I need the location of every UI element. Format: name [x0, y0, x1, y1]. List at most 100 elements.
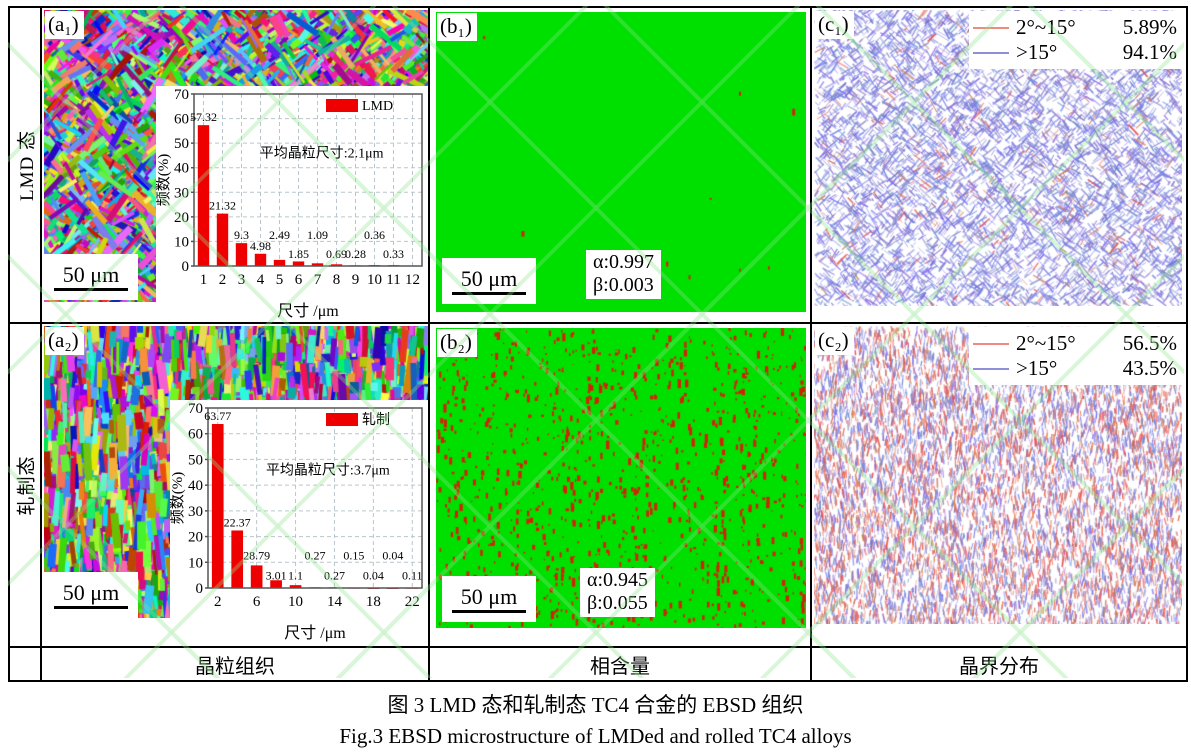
panel-b2: (b₂) 50 μm α:0.945 β:0.055 [430, 324, 812, 648]
beta-fraction-b2: β:0.055 [587, 592, 648, 614]
svg-text:1: 1 [200, 272, 208, 288]
svg-text:0.27: 0.27 [305, 549, 326, 563]
scalebar-a1: 50 μm [44, 254, 138, 300]
svg-text:8: 8 [333, 272, 341, 288]
alpha-fraction-b2: α:0.945 [587, 569, 649, 591]
panel-label-c2: (c₂) [815, 327, 854, 355]
low-angle-line-icon [973, 342, 1009, 345]
panel-label-c1: (c₁) [815, 11, 854, 39]
panel-label-c1-text: (c₁) [818, 12, 849, 36]
high-angle-line-icon [973, 51, 1009, 54]
panel-label-a1: (a₁) [45, 11, 84, 39]
svg-text:22: 22 [405, 594, 420, 610]
row-label-lmd: LMD 态 [16, 129, 38, 201]
boundary-legend-c2: 2°~15° 56.5% >15° 43.5% [969, 327, 1183, 385]
svg-text:14: 14 [327, 594, 343, 610]
scalebar-b1-line [452, 292, 526, 295]
panel-label-b1: (b₁) [437, 13, 477, 41]
svg-text:30: 30 [174, 185, 189, 201]
svg-text:10: 10 [367, 272, 382, 288]
svg-text:0.15: 0.15 [343, 549, 364, 563]
svg-text:0.69: 0.69 [326, 247, 347, 261]
svg-text:4.98: 4.98 [250, 239, 271, 253]
caption-en: Fig.3 EBSD microstructure of LMDed and r… [339, 724, 852, 748]
panel-a1: 57.32 21.32 9.3 4.98 2.49 1.85 1.09 0.69 0.28 0.3… [42, 8, 430, 324]
svg-text:0.11: 0.11 [402, 569, 423, 583]
svg-text:10: 10 [288, 594, 303, 610]
svg-text:1.85: 1.85 [288, 247, 309, 261]
svg-text:18: 18 [366, 594, 381, 610]
panel-label-b2-text: (b₂) [440, 330, 472, 354]
svg-text:尺寸 /μm: 尺寸 /μm [277, 302, 339, 320]
svg-text:70: 70 [174, 87, 189, 103]
svg-text:2: 2 [214, 594, 222, 610]
panel-label-a1-text: (a₁) [48, 12, 79, 36]
svg-text:4: 4 [257, 272, 265, 288]
caption-zh: 图 3 LMD 态和轧制态 TC4 合金的 EBSD 组织 [387, 693, 804, 717]
footer-phase-content: 相含量 [430, 648, 812, 680]
footer-grain-structure: 晶粒组织 [42, 648, 430, 680]
phase-fractions-b1: α:0.997 β:0.003 [586, 250, 662, 299]
row-header-rolled: 轧制态 [10, 324, 42, 648]
svg-text:10: 10 [188, 555, 203, 571]
footer-label: 晶粒组织 [195, 655, 275, 678]
footer-label: 相含量 [590, 655, 650, 678]
panel-b1: (b₁) 50 μm α:0.997 β:0.003 [430, 8, 812, 324]
high-angle-line-icon [973, 367, 1009, 370]
panel-label-a2-text: (a₂) [48, 328, 79, 352]
legend-row-high-angle: >15° 43.5% [973, 356, 1177, 381]
legend-range: 2°~15° [1016, 331, 1076, 355]
svg-text:3: 3 [238, 272, 246, 288]
row-label-rolled: 轧制态 [16, 454, 38, 516]
legend-row-high-angle: >15° 94.1% [973, 40, 1177, 65]
legend-range: >15° [1016, 356, 1058, 380]
svg-text:轧制: 轧制 [362, 412, 390, 428]
svg-text:3.01: 3.01 [266, 569, 287, 583]
svg-text:30: 30 [188, 504, 203, 520]
panel-label-b2: (b₂) [437, 329, 477, 357]
panel-label-b1-text: (b₁) [440, 14, 472, 38]
svg-text:50: 50 [174, 136, 189, 152]
beta-fraction-b1: β:0.003 [593, 274, 654, 296]
legend-row-low-angle: 2°~15° 56.5% [973, 331, 1177, 356]
svg-text:50: 50 [188, 452, 203, 468]
scalebar-b2-line [452, 610, 526, 613]
boundary-legend-c1: 2°~15° 5.89% >15° 94.1% [969, 11, 1183, 69]
svg-text:6: 6 [253, 594, 261, 610]
svg-text:60: 60 [188, 427, 203, 443]
svg-text:57.32: 57.32 [190, 110, 217, 124]
svg-text:40: 40 [188, 478, 203, 494]
panel-a2: 63.77 22.37 28.79 3.01 1.1 0.27 0.27 0.15 0.04 0.… [42, 324, 430, 648]
scalebar-b2-text: 50 μm [460, 584, 518, 609]
svg-text:28.79: 28.79 [243, 549, 270, 563]
svg-text:7: 7 [314, 272, 322, 288]
figure-caption: 图 3 LMD 态和轧制态 TC4 合金的 EBSD 组织 Fig.3 EBSD… [0, 690, 1191, 752]
svg-text:12: 12 [405, 272, 420, 288]
panel-label-a2: (a₂) [45, 327, 84, 355]
svg-text:1.09: 1.09 [307, 228, 328, 242]
svg-text:5: 5 [276, 272, 284, 288]
svg-text:6: 6 [295, 272, 303, 288]
figure-table: LMD 态 57.32 21.32 9.3 4.98 2.49 1.85 1.09 0.69 0… [8, 6, 1188, 682]
svg-text:10: 10 [174, 234, 189, 250]
svg-text:0: 0 [182, 259, 190, 275]
panel-c1: (c₁) 2°~15° 5.89% >15° 94.1% [812, 8, 1186, 324]
svg-text:9: 9 [352, 272, 360, 288]
footer-boundary-distribution: 晶界分布 [812, 648, 1186, 680]
alpha-fraction-b1: α:0.997 [593, 251, 655, 273]
footer-label: 晶界分布 [959, 655, 1039, 678]
legend-range: 2°~15° [1016, 15, 1076, 39]
svg-text:60: 60 [174, 112, 189, 128]
scalebar-a1-text: 50 μm [62, 262, 120, 287]
svg-text:LMD: LMD [362, 99, 393, 114]
svg-text:0.36: 0.36 [364, 228, 385, 242]
scalebar-a1-line [54, 288, 128, 291]
svg-text:20: 20 [188, 530, 203, 546]
svg-text:21.32: 21.32 [209, 199, 236, 213]
svg-text:40: 40 [174, 161, 189, 177]
scalebar-a2-line [54, 606, 128, 609]
footer-corner [10, 648, 42, 680]
svg-text:2: 2 [219, 272, 227, 288]
svg-text:20: 20 [174, 210, 189, 226]
